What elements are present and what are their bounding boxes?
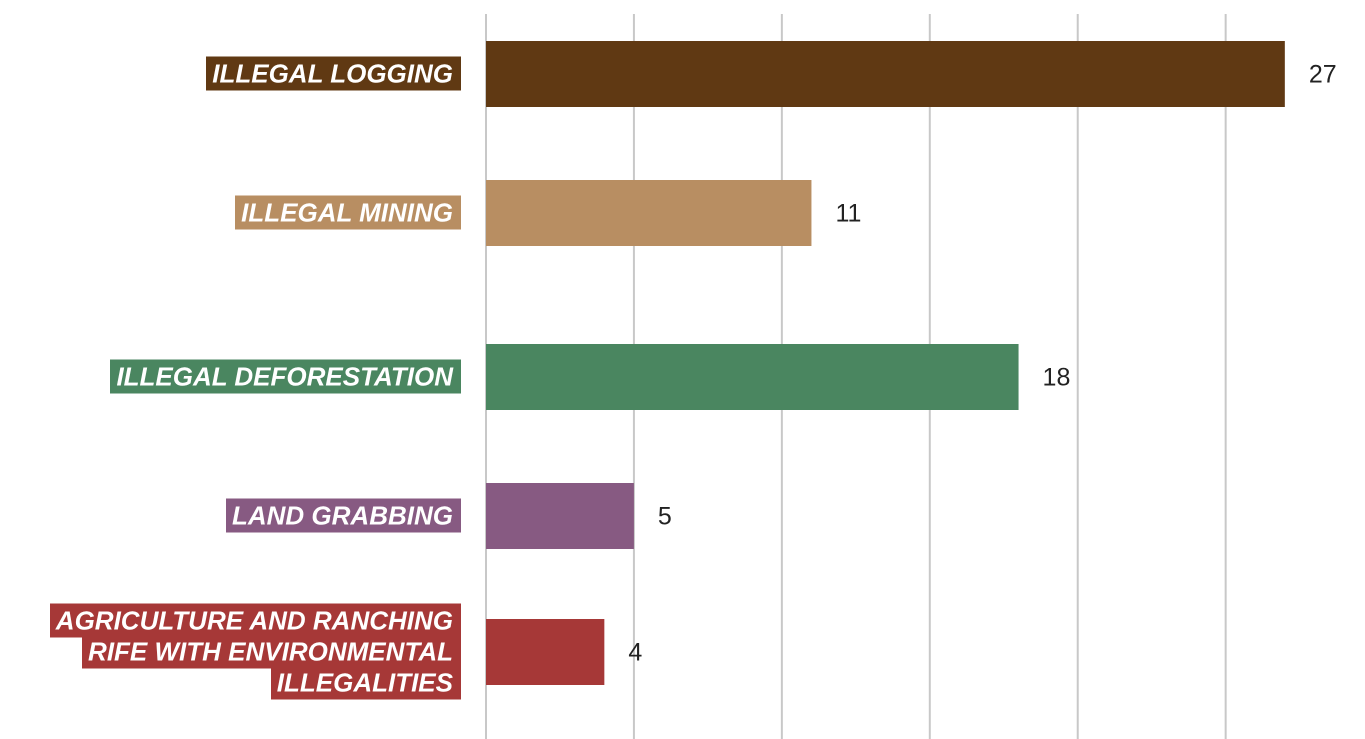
category-label: LAND GRABBING — [11, 498, 461, 533]
category-text: ILLEGAL MINING — [235, 195, 461, 230]
value-label: 11 — [835, 200, 861, 228]
bar — [486, 344, 1019, 410]
value-label: 27 — [1309, 61, 1337, 89]
value-label: 5 — [658, 503, 672, 531]
bar — [486, 483, 634, 549]
category-text: LAND GRABBING — [226, 498, 461, 533]
category-label: ILLEGAL MINING — [11, 195, 461, 230]
category-text: ILLEGAL DEFORESTATION — [110, 359, 461, 394]
category-text: ILLEGAL LOGGING — [206, 56, 461, 91]
category-label: ILLEGAL LOGGING — [11, 56, 461, 91]
bar — [486, 41, 1285, 107]
bar — [486, 180, 812, 246]
category-label: ILLEGAL DEFORESTATION — [11, 359, 461, 394]
category-label: AGRICULTURE AND RANCHING RIFE WITH ENVIR… — [11, 603, 461, 700]
value-label: 18 — [1043, 364, 1071, 392]
value-label: 4 — [628, 639, 642, 667]
bar — [486, 619, 605, 685]
category-text: AGRICULTURE AND RANCHING RIFE WITH ENVIR… — [49, 603, 461, 700]
